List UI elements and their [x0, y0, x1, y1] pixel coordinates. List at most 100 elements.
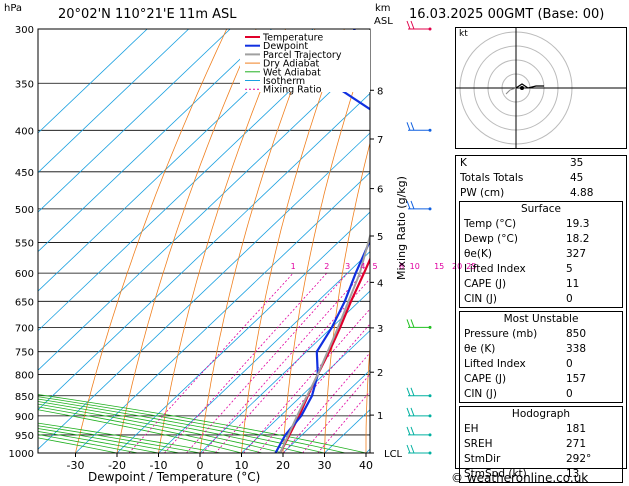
indices-label: K: [460, 157, 467, 169]
indices-label: Totals Totals: [460, 172, 524, 184]
surface-row: CAPE (J) 11: [460, 277, 622, 292]
hodograph-label: StmDir: [464, 453, 501, 465]
most_unstable-label: θe (K): [464, 343, 496, 355]
x-tick-label: 0: [197, 459, 204, 472]
wind-barb-dot: [428, 451, 432, 455]
x-tick-label: -30: [67, 459, 85, 472]
hodograph-row: StmSpd (kt) 13: [460, 467, 622, 482]
hodograph-section: Hodograph EH 181 SREH 271 StmDir 292° StmSpd (…: [459, 406, 623, 483]
wind-barb-flag: [410, 387, 415, 396]
most_unstable-label: Pressure (mb): [464, 328, 538, 340]
most_unstable-value: 338: [566, 343, 587, 355]
hodograph-value: 181: [566, 423, 587, 435]
surface-value: 19.3: [566, 218, 590, 230]
dry-adiabat-line: [365, 343, 370, 453]
most_unstable-value: 0: [566, 358, 573, 370]
mixing-ratio-line: [257, 323, 370, 453]
dewpoint-line: [274, 29, 370, 453]
most_unstable-row: Lifted Index 0: [460, 357, 622, 372]
isotherm-line: [75, 171, 370, 453]
wet-adiabat-line: [38, 403, 284, 453]
hodograph-unit: kt: [459, 29, 468, 39]
km-tick-label: 2: [377, 368, 383, 379]
wind-barb-dot: [428, 394, 432, 398]
pressure-tick-label: 400: [15, 126, 34, 137]
temperature-line: [279, 256, 370, 453]
wind-barb-dot: [428, 27, 432, 31]
mixing-ratio-label: 1: [291, 262, 296, 271]
location-title: 20°02'N 110°21'E 11m ASL: [58, 7, 237, 22]
isotherm-line: [38, 29, 355, 332]
wet-adiabat-line: [38, 398, 325, 453]
mixing-ratio-label: 15: [434, 262, 444, 271]
legend-label: Temperature: [262, 33, 323, 44]
pressure-tick-label: 500: [15, 205, 34, 216]
mixing-ratio-label: 10: [410, 262, 420, 271]
pressure-tick-label: 300: [15, 25, 34, 36]
legend-label: Dry Adiabat: [263, 59, 320, 70]
isotherm-line: [38, 29, 231, 213]
hodograph-panel: kt: [455, 27, 627, 149]
unit-hpa: hPa: [4, 3, 23, 14]
x-tick-label: -20: [108, 459, 126, 472]
surface-section: Surface Temp (°C) 19.3 Dewp (°C) 18.2 θe(K) 3…: [459, 201, 623, 308]
most_unstable-row: CAPE (J) 157: [460, 372, 622, 387]
surface-label: CAPE (J): [464, 278, 507, 290]
mixing-ratio-line: [128, 272, 294, 453]
wind-barb-flag: [410, 200, 415, 210]
legend-label: Mixing Ratio: [263, 85, 322, 96]
hodograph-value: 292°: [566, 453, 592, 465]
wind-barb-flag: [406, 20, 411, 30]
wind-barb-dot: [428, 433, 432, 437]
surface-label: Lifted Index: [464, 263, 526, 275]
dry-adiabat-line: [241, 29, 345, 453]
indices-row: PW (cm) 4.88: [456, 186, 626, 201]
indices-row: K 35: [456, 156, 626, 171]
pressure-tick-label: 600: [15, 269, 34, 280]
surface-title: Surface: [520, 203, 561, 215]
isotherm-line: [282, 369, 370, 453]
surface-row: Temp (°C) 19.3: [460, 217, 622, 232]
x-axis-label: Dewpoint / Temperature (°C): [88, 470, 261, 484]
legend-label: Isotherm: [263, 76, 305, 87]
legend-label: Parcel Trajectory: [263, 50, 342, 61]
surface-row: CIN (J) 0: [460, 292, 622, 307]
unit-asl: ASL: [374, 16, 393, 27]
indices-label: PW (cm): [460, 187, 505, 199]
wet-adiabat-line: [38, 401, 304, 453]
isotherm-line: [199, 290, 370, 453]
isotherm-line: [116, 211, 370, 453]
mixing-ratio-line: [215, 278, 370, 453]
hodograph-label: EH: [464, 423, 479, 435]
isotherm-line: [38, 29, 148, 134]
datetime-title: 16.03.2025 00GMT (Base: 00): [409, 7, 605, 22]
km-tick-label: 1: [377, 411, 383, 422]
x-tick-label: -10: [150, 459, 168, 472]
km-tick-label: 7: [377, 135, 383, 146]
parcel-line: [279, 232, 370, 453]
most_unstable-label: CAPE (J): [464, 373, 507, 385]
plot-frame: [37, 28, 371, 454]
mixing-ratio-line: [186, 272, 348, 453]
footer-credit: © weatheronline.co.uk: [451, 471, 589, 485]
mixing-ratio-line: [243, 308, 370, 453]
isotherm-line: [38, 29, 314, 292]
mixing-ratio-label: 5: [373, 262, 378, 271]
most_unstable-label: Lifted Index: [464, 358, 526, 370]
hodograph-title: Hodograph: [511, 408, 571, 420]
wind-barb-dot: [428, 325, 432, 329]
hodograph-plot: [456, 28, 626, 148]
pressure-tick-label: 650: [15, 297, 34, 308]
surface-value: 327: [566, 248, 587, 260]
hodograph-row: StmDir 292°: [460, 452, 622, 467]
wind-barb-flag: [410, 444, 415, 454]
indices-table: K 35 Totals Totals 45 PW (cm) 4.88 Surface Te…: [455, 155, 627, 483]
mixing-ratio-line: [283, 352, 370, 453]
most_unstable-label: CIN (J): [464, 388, 497, 400]
pressure-tick-label: 700: [15, 323, 34, 334]
pressure-tick-label: 950: [15, 431, 34, 442]
pressure-tick-label: 900: [15, 412, 34, 423]
mixing-ratio-line: [164, 272, 328, 453]
surface-value: 0: [566, 293, 573, 305]
